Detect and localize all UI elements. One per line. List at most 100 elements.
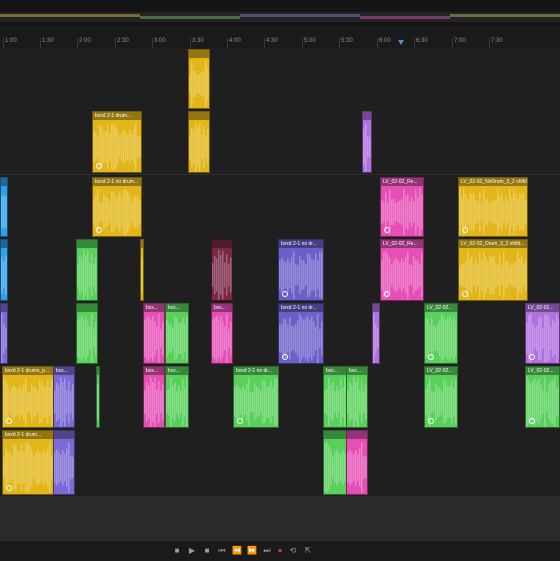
waveform xyxy=(144,375,164,427)
export-icon[interactable]: ⇱ xyxy=(304,546,312,555)
empty-track-area[interactable] xyxy=(0,496,560,540)
audio-clip[interactable]: LV_02-02... xyxy=(424,366,458,428)
clip-effect-icon[interactable] xyxy=(282,354,288,360)
waveform xyxy=(347,375,367,427)
audio-clip[interactable] xyxy=(0,303,8,364)
audio-clip[interactable]: LV_02-02_NoDrum_3_2 shlfd... xyxy=(458,177,528,237)
ruler-tick-label: 4:00 xyxy=(229,38,241,44)
audio-clip[interactable]: LV_02-02... xyxy=(525,303,560,364)
audio-clip[interactable] xyxy=(0,177,8,237)
audio-clip[interactable]: LV_02-02... xyxy=(525,366,560,428)
overview-bar[interactable] xyxy=(0,0,560,26)
waveform xyxy=(93,120,141,172)
loop-icon[interactable]: ⟲ xyxy=(289,546,297,555)
audio-clip[interactable]: LV_02-02_Re... xyxy=(380,177,424,237)
clip-effect-icon[interactable] xyxy=(529,354,535,360)
track-2[interactable]: bxxd 2-1 drum... xyxy=(0,110,560,175)
stop-icon[interactable]: ■ xyxy=(174,546,180,555)
overview-segment xyxy=(240,14,360,17)
clip-effect-icon[interactable] xyxy=(96,227,102,233)
audio-clip[interactable]: bxxd 2-1 drum... xyxy=(92,111,142,173)
track-area[interactable]: bxxd 2-1 drum... bxxd 2-1 no drum... LV_02… xyxy=(0,48,560,497)
waveform xyxy=(381,186,423,236)
waveform xyxy=(425,312,457,363)
ruler-tick-label: 1:30 xyxy=(42,38,54,44)
ruler-tick xyxy=(302,38,303,48)
audio-clip[interactable]: LV_02-02_Drum_3_2 shlfd... xyxy=(458,239,528,301)
pause-icon[interactable]: ■ xyxy=(204,546,210,555)
clip-label: bxx... xyxy=(54,367,74,375)
audio-clip[interactable] xyxy=(211,239,233,301)
waveform xyxy=(279,248,323,300)
track-6[interactable]: bxxd 2-1 drums_p... bxx... bxx... bxx... bxx… xyxy=(0,365,560,430)
audio-clip[interactable] xyxy=(53,430,75,495)
clip-effect-icon[interactable] xyxy=(237,418,243,424)
clip-effect-icon[interactable] xyxy=(428,418,434,424)
audio-clip[interactable]: bxxd 2-1 no dr... xyxy=(233,366,279,428)
audio-clip[interactable]: LV_02-02_Re... xyxy=(380,239,424,301)
audio-clip[interactable]: bxx... xyxy=(211,303,233,364)
audio-clip[interactable]: bxx... xyxy=(346,366,368,428)
track-1[interactable] xyxy=(0,48,560,111)
audio-clip[interactable] xyxy=(346,430,368,495)
audio-clip[interactable]: bxxd 2-1 no dr... xyxy=(278,239,324,301)
audio-clip[interactable]: bxxd 2-1 no dr... xyxy=(278,303,324,364)
track-7[interactable]: bxxd 2-1 drum... xyxy=(0,429,560,497)
audio-clip[interactable]: bxxd 2-1 drum... xyxy=(2,430,54,495)
clip-effect-icon[interactable] xyxy=(462,227,468,233)
audio-clip[interactable]: bxx... xyxy=(323,366,347,428)
audio-clip[interactable]: LV_02-02... xyxy=(424,303,458,364)
audio-clip[interactable] xyxy=(96,366,100,428)
audio-clip[interactable] xyxy=(362,111,372,173)
waveform xyxy=(1,248,7,300)
clip-effect-icon[interactable] xyxy=(282,291,288,297)
track-5[interactable]: bxx... bxx... bxx... bxxd 2-1 no dr... LV_02… xyxy=(0,302,560,366)
waveform xyxy=(324,439,346,494)
ruler-tick xyxy=(489,38,490,48)
track-3[interactable]: bxxd 2-1 no drum... LV_02-02_Re... LV_02-0… xyxy=(0,176,560,239)
audio-clip[interactable]: bxx... xyxy=(165,366,189,428)
clip-effect-icon[interactable] xyxy=(6,418,12,424)
time-ruler[interactable]: 1:00 1:30 2:00 2:30 3:00 3:30 4:00 4:30 5:00 5:30… xyxy=(0,26,560,49)
audio-clip[interactable]: bxx... xyxy=(165,303,189,364)
audio-clip[interactable] xyxy=(372,303,380,364)
play-icon[interactable]: ▶ xyxy=(188,546,196,555)
playhead-marker-icon[interactable] xyxy=(398,40,404,45)
audio-clip[interactable] xyxy=(140,239,144,301)
audio-clip[interactable] xyxy=(76,303,98,364)
clip-effect-icon[interactable] xyxy=(462,291,468,297)
clip-label: LV_02-02_NoDrum_3_2 shlfd... xyxy=(459,178,527,186)
fast-forward-icon[interactable]: ⏩ xyxy=(247,546,257,555)
overview-segment xyxy=(0,14,140,17)
skip-forward-icon[interactable]: ⏭ xyxy=(263,546,271,555)
rewind-icon[interactable]: ⏪ xyxy=(232,546,242,555)
waveform xyxy=(212,248,232,300)
audio-clip[interactable] xyxy=(188,111,210,173)
audio-clip[interactable]: bxxd 2-1 drums_p... xyxy=(2,366,54,428)
clip-effect-icon[interactable] xyxy=(384,291,390,297)
clip-label: bxxd 2-1 drum... xyxy=(3,431,53,439)
clip-label xyxy=(373,304,379,312)
ruler-tick xyxy=(339,38,340,48)
audio-clip[interactable]: bxx... xyxy=(143,366,165,428)
audio-clip[interactable] xyxy=(0,239,8,301)
clip-label xyxy=(1,240,7,248)
audio-clip[interactable] xyxy=(188,49,210,109)
clip-effect-icon[interactable] xyxy=(6,485,12,491)
clip-effect-icon[interactable] xyxy=(428,354,434,360)
waveform xyxy=(166,312,188,363)
audio-clip[interactable]: bxx... xyxy=(143,303,165,364)
clip-effect-icon[interactable] xyxy=(96,163,102,169)
ruler-tick-label: 5:00 xyxy=(304,38,316,44)
audio-clip[interactable]: bxxd 2-1 no drum... xyxy=(92,177,142,237)
record-icon[interactable]: ● xyxy=(277,546,283,555)
ruler-tick-label: 7:30 xyxy=(491,38,503,44)
skip-back-icon[interactable]: ⏮ xyxy=(218,546,226,555)
overview-timeline[interactable] xyxy=(0,12,560,22)
clip-effect-icon[interactable] xyxy=(529,418,535,424)
audio-clip[interactable] xyxy=(76,239,98,301)
clip-effect-icon[interactable] xyxy=(384,227,390,233)
audio-clip[interactable]: bxx... xyxy=(53,366,75,428)
track-4[interactable]: bxxd 2-1 no dr... LV_02-02_Re... LV_02-02_… xyxy=(0,238,560,303)
audio-clip[interactable] xyxy=(323,430,347,495)
